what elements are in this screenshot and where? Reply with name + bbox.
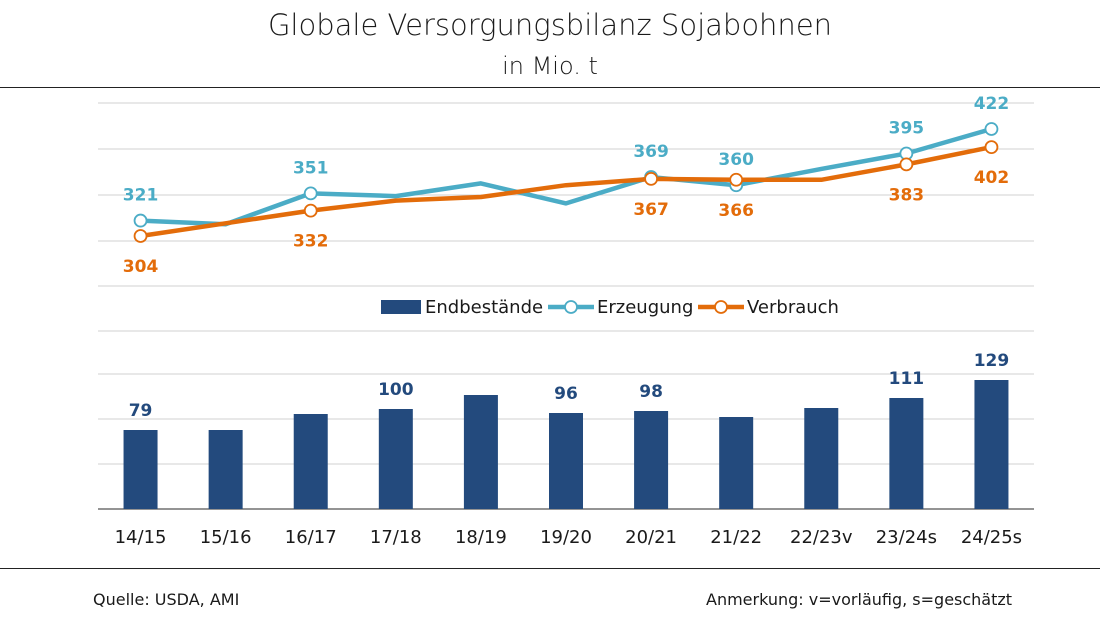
bar-endbestaende	[293, 414, 328, 509]
marker-erzeugung	[133, 213, 148, 228]
marker-erzeugung	[303, 186, 318, 201]
legend-label-verbrauch: Verbrauch	[747, 297, 839, 318]
x-tick-label: 19/20	[540, 527, 592, 548]
bar-endbestaende	[974, 380, 1009, 509]
x-tick-label: 22/23v	[790, 527, 853, 548]
marker-verbrauch	[303, 203, 318, 218]
x-tick-label: 15/16	[200, 527, 252, 548]
legend-label-erzeugung: Erzeugung	[597, 297, 693, 318]
line-value-label: 360	[718, 150, 754, 170]
bar-value-label: 79	[129, 401, 153, 421]
legend-marker-verbrauch	[714, 300, 728, 314]
marker-verbrauch	[644, 171, 658, 186]
bar-endbestaende	[549, 413, 583, 509]
bar-endbestaende	[719, 417, 754, 509]
legend-swatch-endbestaende	[381, 300, 421, 314]
bar-endbestaende	[634, 411, 669, 509]
bar-endbestaende	[378, 409, 413, 509]
bar-endbestaende	[889, 398, 924, 509]
line-value-label: 367	[633, 200, 669, 220]
line-value-label: 351	[293, 158, 329, 178]
legend-label-endbestaende: Endbestände	[425, 297, 543, 318]
line-value-label: 321	[123, 186, 159, 206]
chart-title: Globale Versorgungsbilanz Sojabohnen	[267, 8, 833, 42]
line-value-label: 402	[974, 168, 1010, 188]
line-verbrauch	[138, 144, 994, 239]
bar-endbestaende	[208, 430, 243, 509]
x-tick-label: 21/22	[710, 527, 762, 548]
bar-value-label: 100	[378, 380, 414, 400]
line-value-label: 383	[889, 185, 925, 205]
x-tick-label: 14/15	[115, 527, 167, 548]
top-rule	[0, 87, 1100, 88]
bar-value-label: 96	[554, 384, 578, 404]
line-erzeugung	[138, 126, 994, 227]
marker-verbrauch	[899, 157, 914, 172]
chart-area: 79 100 96 98 111 129 321 351 369 360 395 422 304 332 3…	[98, 94, 1034, 548]
x-tick-label: 23/24s	[876, 527, 937, 548]
x-tick-label: 16/17	[285, 527, 337, 548]
line-value-label: 395	[889, 118, 925, 138]
source-note: Quelle: USDA, AMI	[93, 590, 240, 609]
chart-subtitle: in Mio. t	[502, 52, 598, 80]
bar-value-label: 129	[974, 351, 1010, 371]
marker-verbrauch	[729, 172, 744, 187]
marker-verbrauch	[984, 140, 999, 155]
x-tick-label: 18/19	[455, 527, 507, 548]
bar-value-label: 98	[639, 382, 663, 402]
bar-endbestaende	[804, 408, 839, 509]
line-value-label: 366	[718, 201, 754, 221]
marker-verbrauch	[133, 229, 148, 243]
x-tick-label: 24/25s	[961, 527, 1022, 548]
x-tick-label: 20/21	[625, 527, 677, 548]
annotation-note: Anmerkung: v=vorläufig, s=geschätzt	[706, 590, 1013, 609]
x-tick-label: 17/18	[370, 527, 422, 548]
bar-endbestaende	[463, 395, 498, 509]
line-value-label: 369	[633, 142, 669, 162]
marker-erzeugung	[984, 122, 999, 136]
bottom-rule	[0, 568, 1100, 569]
bar-value-label: 111	[889, 369, 925, 389]
line-value-label: 332	[293, 232, 329, 252]
bar-endbestaende	[123, 430, 158, 509]
line-value-label: 422	[974, 94, 1010, 114]
legend-marker-erzeugung	[564, 300, 578, 314]
line-value-label: 304	[123, 257, 159, 277]
